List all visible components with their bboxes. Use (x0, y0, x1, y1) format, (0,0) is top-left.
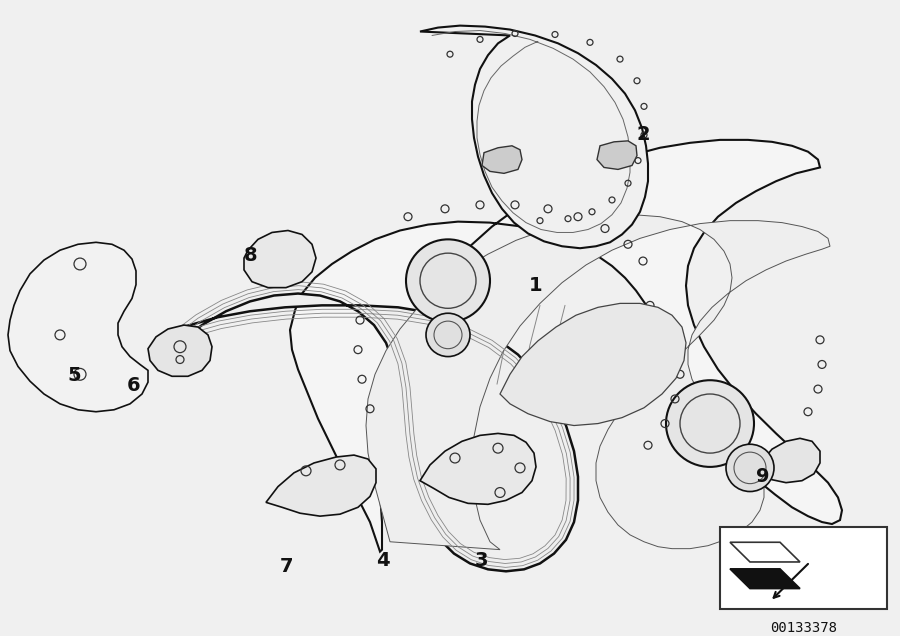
Polygon shape (366, 215, 830, 550)
Bar (720, 527, 886, 609)
Circle shape (406, 239, 490, 322)
Text: 2: 2 (636, 125, 651, 144)
Polygon shape (266, 455, 376, 516)
Polygon shape (762, 438, 820, 483)
Text: 8: 8 (243, 246, 257, 265)
Text: 00133378: 00133378 (770, 621, 837, 635)
Polygon shape (730, 569, 800, 588)
Circle shape (666, 380, 754, 467)
Text: 7: 7 (279, 558, 293, 576)
Polygon shape (597, 141, 637, 169)
Polygon shape (8, 242, 148, 411)
Polygon shape (165, 294, 578, 571)
Text: 4: 4 (375, 551, 390, 570)
Circle shape (726, 444, 774, 492)
Polygon shape (148, 325, 212, 377)
Text: 9: 9 (756, 467, 770, 486)
Polygon shape (500, 303, 686, 425)
Polygon shape (290, 140, 842, 551)
Polygon shape (420, 25, 648, 248)
Text: 6: 6 (126, 376, 140, 395)
Polygon shape (244, 230, 316, 287)
Text: 5: 5 (67, 366, 81, 385)
Text: 3: 3 (475, 551, 488, 570)
Circle shape (426, 314, 470, 357)
Text: 1: 1 (528, 275, 543, 294)
Polygon shape (482, 146, 522, 174)
Polygon shape (420, 433, 536, 504)
